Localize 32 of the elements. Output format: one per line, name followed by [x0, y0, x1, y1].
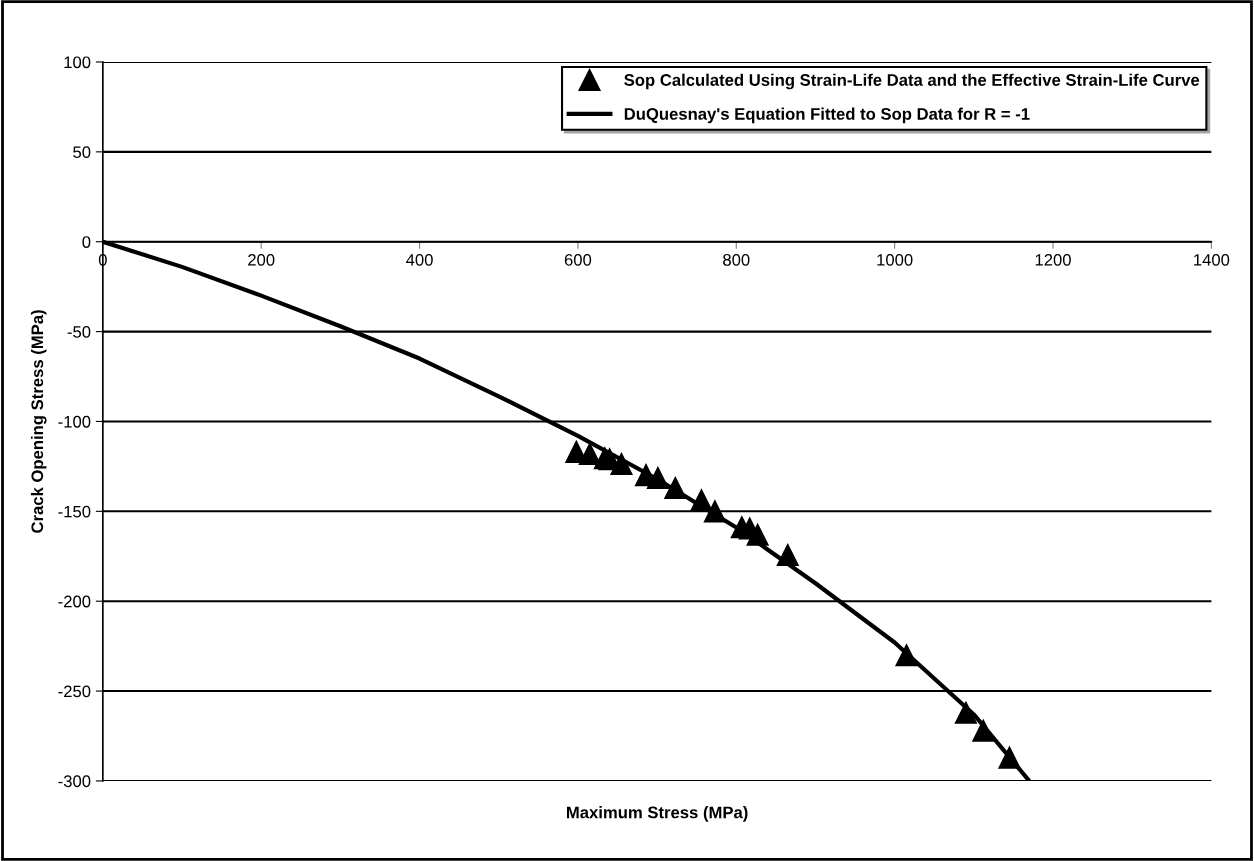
point — [972, 719, 995, 742]
point — [895, 644, 918, 667]
point — [998, 746, 1021, 769]
x-tick-label: 200 — [248, 253, 275, 266]
point — [776, 543, 799, 567]
y-tick-label: 0 — [82, 236, 91, 248]
x-tick-label: 400 — [406, 253, 433, 266]
point — [578, 442, 601, 466]
legend-label: Sop Calculated Using Strain-Life Data and the Effective Strain-Life Curve — [624, 73, 1200, 90]
y-tick-label: 100 — [64, 56, 91, 69]
y-tick-label: -150 — [58, 505, 91, 518]
x-tick-label: 1200 — [1035, 253, 1071, 266]
point — [690, 489, 713, 512]
x-axis-title: Maximum Stress (MPa) — [566, 806, 748, 822]
x-tick-label: 1000 — [877, 253, 913, 266]
point — [664, 476, 687, 500]
point — [746, 523, 769, 546]
y-tick-label: -50 — [67, 325, 91, 338]
point — [703, 500, 727, 523]
x-tick-label: 800 — [723, 253, 750, 266]
y-tick-label: -100 — [58, 415, 91, 428]
y-tick-label: -200 — [58, 595, 91, 608]
x-tick-label: 600 — [564, 253, 592, 266]
point — [610, 452, 633, 475]
y-tick-label: -300 — [58, 775, 91, 788]
legend-label: DuQuesnay's Equation Fitted to Sop Data for R = -1 — [624, 107, 1030, 124]
point — [646, 466, 669, 490]
x-tick-label: 1400 — [1194, 253, 1230, 266]
y-tick-label: -250 — [58, 685, 91, 698]
y-axis-title: Crack Opening Stress (MPa) — [30, 310, 47, 533]
y-tick-label: 50 — [73, 146, 91, 159]
point — [954, 701, 978, 724]
